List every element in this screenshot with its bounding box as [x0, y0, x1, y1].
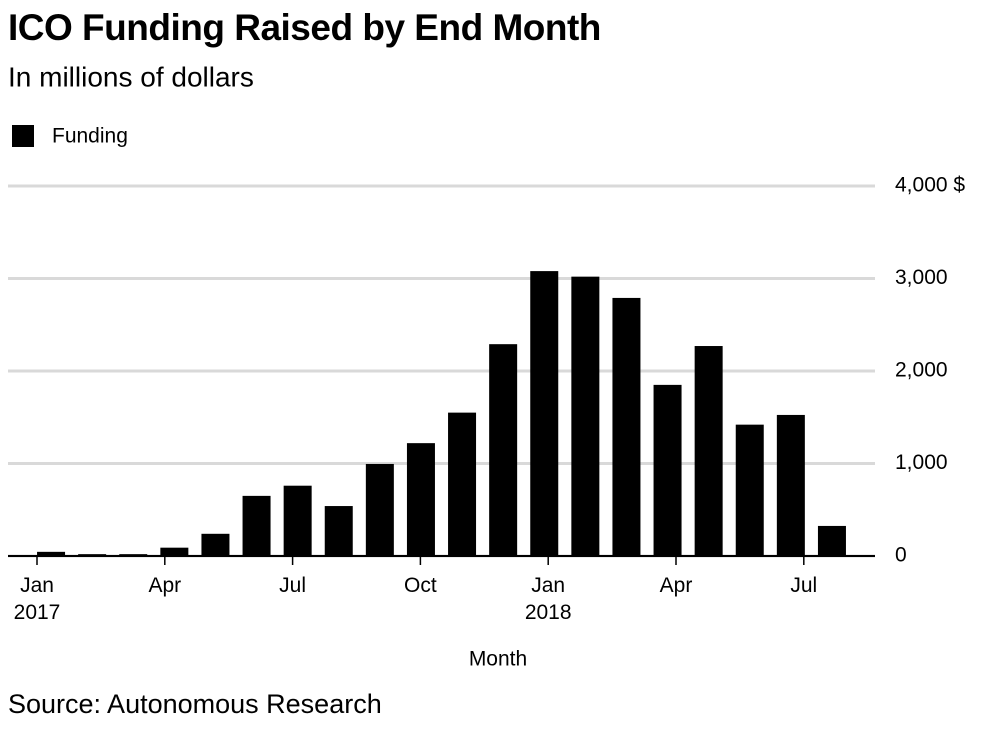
y-tick-label: 2,000 [895, 359, 948, 382]
bar [283, 485, 312, 556]
x-tick-label: Apr [659, 574, 693, 597]
bar [817, 525, 846, 556]
legend-swatch [12, 125, 34, 147]
y-tick-label: 1,000 [895, 451, 948, 474]
bar [365, 463, 394, 556]
x-tick-label: Jul [279, 574, 307, 597]
bar [324, 506, 353, 556]
bar [37, 551, 66, 556]
bar [530, 271, 559, 556]
x-tick-label: Jan 2018 [524, 574, 572, 624]
legend-label: Funding [52, 125, 128, 148]
bar [201, 533, 230, 556]
x-tick-label: Apr [148, 574, 182, 597]
bar [160, 547, 189, 556]
bar [242, 495, 271, 556]
bar [406, 443, 435, 556]
x-tick-label: Oct [404, 574, 437, 597]
y-tick-label: 0 [895, 544, 907, 567]
bar [571, 276, 600, 556]
y-tick-label: 4,000 $ [895, 174, 965, 197]
x-axis-title: Month [469, 648, 527, 671]
bar [653, 384, 682, 556]
source: Source: Autonomous Research [8, 689, 382, 719]
x-tick-label: Jul [790, 574, 818, 597]
bar [448, 412, 477, 556]
bar [489, 344, 518, 556]
bar [776, 414, 805, 556]
y-tick-label: 3,000 [895, 266, 948, 289]
bar [612, 297, 641, 556]
chart-subtitle: In millions of dollars [8, 61, 254, 92]
chart-title: ICO Funding Raised by End Month [8, 7, 601, 48]
bar [694, 346, 723, 556]
bar [735, 424, 764, 556]
x-tick-label: Jan 2017 [13, 574, 61, 624]
